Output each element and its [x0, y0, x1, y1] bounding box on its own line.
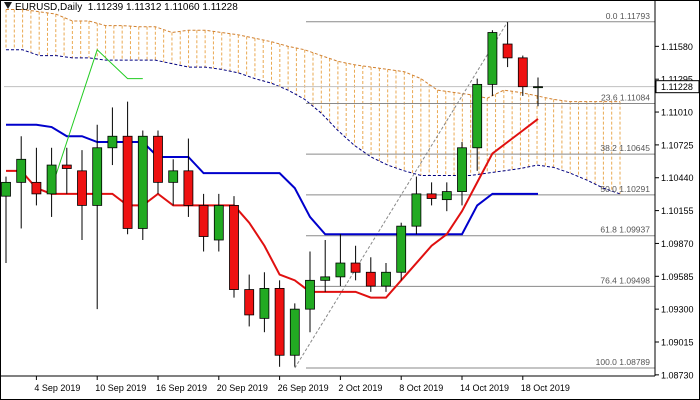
fib-level-label: 50.0 1.10291	[600, 184, 650, 194]
bullish-candle	[396, 225, 407, 273]
fib-level-label: 76.4 1.09498	[600, 275, 650, 285]
x-tick-label: 20 Sep 2019	[217, 383, 268, 393]
candlesticks	[1, 22, 543, 367]
chart-header: EURUSD,Daily 1.11239 1.11312 1.11060 1.1…	[4, 2, 238, 13]
bearish-candle	[61, 164, 72, 169]
bearish-candle	[244, 289, 255, 316]
bearish-candle	[122, 135, 133, 229]
fib-trend-line	[294, 21, 509, 369]
bullish-candle	[213, 205, 224, 241]
y-tick-label: 1.09300	[661, 305, 694, 315]
y-tick-label: 1.10440	[661, 173, 694, 183]
x-tick-label: 8 Oct 2019	[399, 383, 443, 393]
y-tick-label: 1.09015	[661, 337, 694, 347]
bearish-candle	[198, 205, 209, 237]
y-tick-label: 1.11295	[661, 75, 693, 85]
bearish-candle	[502, 43, 513, 59]
bullish-candle	[533, 86, 543, 89]
bullish-candle	[487, 32, 498, 85]
bullish-candle	[137, 135, 148, 229]
fib-level-label: 0.0 1.11793	[606, 11, 651, 21]
fibonacci-retracement: 0.0 1.11793 23.6 1.11084 38.2 1.10645 50.0 …	[4, 11, 655, 369]
bearish-candle	[229, 205, 239, 290]
y-tick-label: 1.11580	[661, 42, 693, 52]
fib-level-label: 38.2 1.10645	[600, 143, 650, 153]
y-tick-label: 1.11010	[661, 108, 693, 118]
ichimoku-cloud	[5, 8, 621, 195]
x-tick-label: 10 Sep 2019	[95, 383, 146, 393]
bearish-candle	[517, 57, 528, 88]
bullish-candle	[92, 147, 103, 206]
bullish-candle	[259, 287, 270, 319]
bullish-candle	[168, 170, 179, 183]
x-tick-label: 14 Oct 2019	[460, 383, 509, 393]
chikou-span-line	[51, 48, 143, 189]
bullish-candle	[457, 147, 467, 192]
tenkan-sen-line	[6, 118, 539, 299]
bullish-candle	[411, 193, 422, 227]
bearish-candle	[274, 287, 285, 356]
bullish-candle	[335, 262, 346, 278]
senkou-span-a	[6, 8, 620, 103]
ohlc-values: 1.11239 1.11312 1.11060 1.11228	[87, 2, 238, 13]
symbol-label: EURUSD,Daily	[15, 2, 83, 13]
y-tick-label: 1.09585	[661, 272, 694, 282]
fib-level-label: 61.8 1.09937	[600, 225, 650, 235]
fib-level-label: 100.0 1.08789	[596, 357, 651, 367]
current-price-label: 1.11228	[661, 82, 693, 92]
bearish-candle	[426, 193, 437, 199]
bearish-candle	[77, 170, 87, 206]
x-tick-label: 4 Sep 2019	[34, 383, 80, 393]
bearish-candle	[153, 135, 163, 183]
y-tick-label: 1.08730	[661, 370, 694, 380]
bearish-candle	[350, 262, 361, 273]
bullish-candle	[381, 271, 391, 287]
y-tick-label: 1.09870	[661, 239, 694, 249]
senkou-span-b	[6, 49, 621, 195]
bullish-candle	[305, 279, 315, 310]
current-price-tag	[655, 80, 700, 94]
x-tick-label: 16 Sep 2019	[156, 383, 207, 393]
dropdown-triangle-icon[interactable]	[4, 2, 12, 9]
bearish-candle	[31, 181, 42, 195]
bearish-candle	[183, 170, 194, 206]
x-tick-label: 2 Oct 2019	[338, 383, 382, 393]
x-tick-label: 26 Sep 2019	[278, 383, 329, 393]
fib-level-label: 23.6 1.11084	[601, 93, 650, 103]
bullish-candle	[472, 83, 483, 149]
bearish-candle	[365, 271, 376, 287]
bullish-candle	[107, 135, 118, 149]
y-tick-label: 1.10725	[661, 140, 694, 150]
bullish-candle	[320, 276, 331, 281]
bullish-candle	[16, 158, 27, 183]
bullish-candle	[1, 181, 11, 197]
bullish-candle	[441, 191, 452, 201]
bullish-candle	[46, 164, 57, 195]
y-tick-label: 1.10155	[661, 206, 694, 216]
x-tick-label: 18 Oct 2019	[521, 383, 570, 393]
bullish-candle	[289, 308, 300, 356]
kijun-sen-line	[6, 123, 538, 236]
